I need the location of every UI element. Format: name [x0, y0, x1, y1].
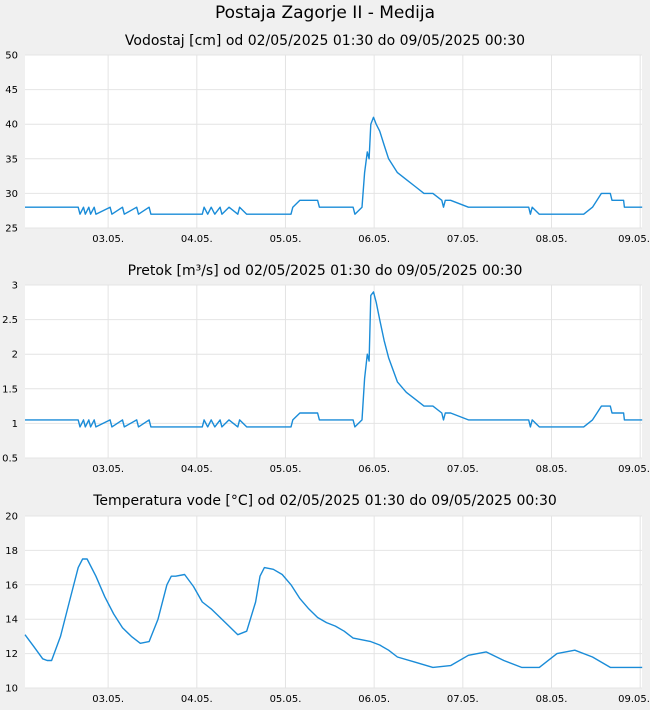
- x-tick-label: 09.05.: [618, 694, 650, 705]
- y-tick-label: 30: [5, 189, 18, 200]
- x-tick-label: 04.05.: [181, 464, 213, 475]
- y-tick-label: 3: [12, 281, 18, 292]
- y-tick-label: 14: [5, 615, 18, 626]
- x-tick-label: 03.05.: [92, 464, 124, 475]
- y-tick-label: 10: [5, 684, 18, 695]
- y-tick-label: 1: [12, 419, 18, 430]
- x-tick-label: 05.05.: [270, 694, 302, 705]
- chart-title: Temperatura vode [°C] od 02/05/2025 01:3…: [92, 493, 557, 509]
- y-tick-label: 12: [5, 649, 18, 660]
- x-tick-label: 05.05.: [270, 464, 302, 475]
- y-tick-label: 2.5: [2, 315, 18, 326]
- chart-panel-2: Pretok [m³/s] od 02/05/2025 01:30 do 09/…: [2, 263, 650, 475]
- chart-title: Vodostaj [cm] od 02/05/2025 01:30 do 09/…: [125, 33, 525, 49]
- y-tick-label: 16: [5, 580, 18, 591]
- plot-area: [25, 55, 642, 228]
- x-tick-label: 06.05.: [358, 234, 390, 245]
- x-tick-label: 04.05.: [181, 234, 213, 245]
- x-tick-label: 06.05.: [358, 464, 390, 475]
- x-tick-label: 04.05.: [181, 694, 213, 705]
- y-tick-label: 45: [5, 85, 18, 96]
- y-tick-label: 40: [5, 120, 18, 131]
- x-tick-label: 07.05.: [447, 464, 479, 475]
- series-line: [25, 291, 643, 428]
- chart-title: Pretok [m³/s] od 02/05/2025 01:30 do 09/…: [128, 263, 523, 279]
- x-tick-label: 03.05.: [92, 694, 124, 705]
- x-tick-label: 03.05.: [92, 234, 124, 245]
- page-title: Postaja Zagorje II - Medija: [214, 3, 436, 23]
- x-tick-label: 05.05.: [270, 234, 302, 245]
- x-tick-label: 08.05.: [536, 464, 568, 475]
- x-tick-label: 06.05.: [358, 694, 390, 705]
- y-tick-label: 20: [5, 512, 18, 523]
- x-tick-label: 07.05.: [447, 234, 479, 245]
- series-line: [25, 116, 643, 215]
- y-tick-label: 50: [5, 51, 18, 62]
- y-tick-label: 2: [12, 350, 18, 361]
- y-tick-label: 0.5: [2, 454, 18, 465]
- y-tick-label: 25: [5, 224, 18, 235]
- y-tick-label: 18: [5, 546, 18, 557]
- chart-panel-3: Temperatura vode [°C] od 02/05/2025 01:3…: [5, 493, 650, 705]
- x-tick-label: 09.05.: [618, 234, 650, 245]
- x-tick-label: 08.05.: [536, 234, 568, 245]
- chart-panel-1: Vodostaj [cm] od 02/05/2025 01:30 do 09/…: [5, 33, 650, 245]
- x-tick-label: 08.05.: [536, 694, 568, 705]
- y-tick-label: 1.5: [2, 384, 18, 395]
- plot-area: [25, 516, 642, 688]
- plot-area: [25, 285, 642, 458]
- series-line: [24, 558, 643, 669]
- x-tick-label: 09.05.: [618, 464, 650, 475]
- y-tick-label: 35: [5, 154, 18, 165]
- x-tick-label: 07.05.: [447, 694, 479, 705]
